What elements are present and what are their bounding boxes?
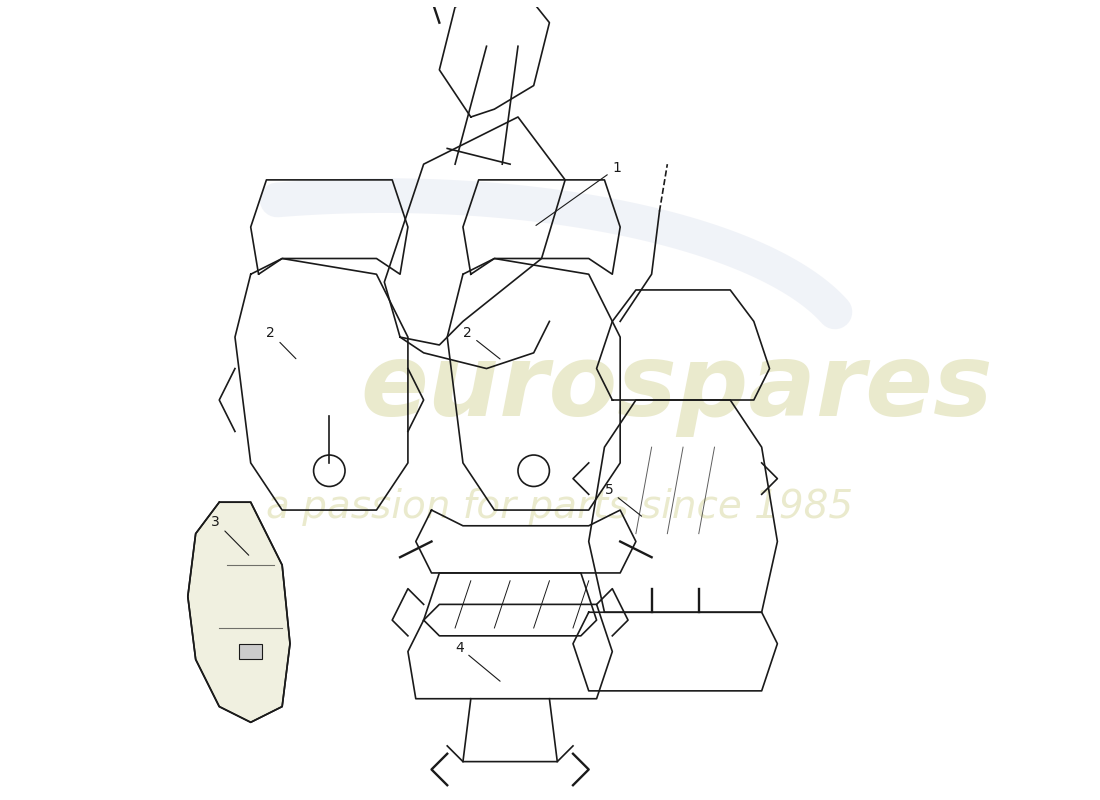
Text: 4: 4 [455, 641, 500, 682]
Bar [239, 644, 263, 659]
Text: 3: 3 [211, 514, 249, 555]
Text: a passion for parts since 1985: a passion for parts since 1985 [266, 488, 854, 526]
Text: 5: 5 [604, 483, 641, 516]
Text: 2: 2 [463, 326, 500, 359]
Text: 2: 2 [266, 326, 296, 358]
Text: eurospares: eurospares [361, 340, 993, 437]
Polygon shape [188, 502, 290, 722]
Text: 1: 1 [536, 161, 621, 226]
